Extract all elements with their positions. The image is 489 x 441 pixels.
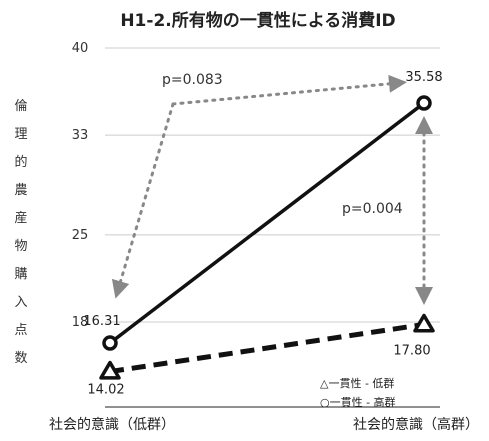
y-tick-labels: 40 33 25 18 (72, 41, 89, 330)
y-axis-label-char: 物 (14, 239, 27, 254)
significance-arrows (111, 74, 433, 305)
data-point-circle (102, 335, 118, 351)
series-line-circle (108, 101, 426, 345)
category-label-low: 社会的意識（低群） (49, 416, 175, 433)
annotation-p004: p=0.004 (342, 201, 403, 217)
data-point-triangle (99, 360, 121, 380)
data-point-circle (416, 95, 432, 111)
data-point-triangle (413, 313, 435, 333)
y-axis-label-char: 数 (14, 351, 27, 366)
arrow-p083 (171, 74, 407, 106)
y-axis-label-char: 農 (14, 183, 27, 198)
y-axis-label-char: 理 (14, 127, 27, 142)
y-axis-label-char: 倫 (14, 99, 27, 114)
y-tick-label: 25 (72, 228, 89, 243)
legend-entry-low: △一貫性 - 低群 (320, 376, 394, 390)
category-label-high: 社会的意識（高群） (353, 416, 479, 433)
y-axis-label-char: 購 (14, 267, 27, 282)
annotation-p083: p=0.083 (162, 72, 223, 88)
y-tick-label: 33 (72, 128, 89, 143)
legend-entry-high: ○一貫性 - 高群 (320, 395, 396, 409)
y-tick-label: 18 (72, 315, 89, 330)
series-lines (99, 95, 435, 380)
gridlines (105, 47, 440, 323)
arrow-p083-left (111, 102, 175, 299)
y-axis-label-char: 入 (14, 295, 27, 310)
data-label: 14.02 (87, 383, 124, 398)
data-labels: 16.31 35.58 14.02 17.80 (83, 70, 442, 398)
series-line-triangle (109, 322, 425, 375)
legend: △一貫性 - 低群 ○一貫性 - 高群 (320, 376, 396, 409)
data-label: 16.31 (83, 314, 120, 329)
y-tick-label: 40 (72, 41, 89, 56)
data-label: 17.80 (393, 343, 430, 358)
y-axis-label-char: 産 (14, 210, 27, 226)
y-axis-label-char: 的 (14, 154, 27, 170)
chart-title: H1-2.所有物の一貫性による消費ID (120, 10, 395, 31)
data-label: 35.58 (405, 70, 442, 85)
y-axis-label-char: 点 (14, 323, 27, 338)
